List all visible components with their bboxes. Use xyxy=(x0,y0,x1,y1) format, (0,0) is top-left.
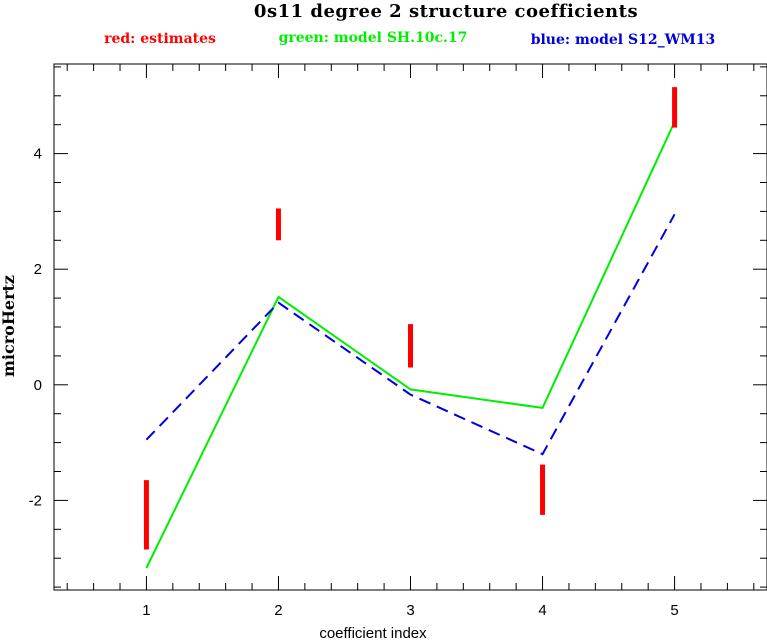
y-tick-label: 4 xyxy=(34,146,42,163)
y-tick-label: 2 xyxy=(34,261,42,278)
y-tick-label: -2 xyxy=(29,492,42,509)
x-tick-label: 3 xyxy=(406,602,414,619)
legend-green-model: green: model SH.10c.17 xyxy=(279,30,468,46)
x-axis-label: coefficient index xyxy=(319,625,427,641)
x-tick-label: 4 xyxy=(538,602,546,619)
chart-title: 0s11 degree 2 structure coefficients xyxy=(254,1,638,22)
series-line-2 xyxy=(145,213,676,456)
estimates-layer xyxy=(143,87,678,550)
y-axis-ticks: -2 0 2 4 xyxy=(29,66,767,588)
y-tick-label: 0 xyxy=(34,377,42,394)
x-tick-label: 2 xyxy=(274,602,282,619)
series-line-1 xyxy=(145,121,676,569)
series-layer xyxy=(145,121,676,569)
x-tick-label: 5 xyxy=(670,602,678,619)
x-axis-ticks: 1 2 3 4 5 xyxy=(66,64,755,619)
y-axis-label: microHertz xyxy=(0,275,18,377)
legend-estimates: red: estimates xyxy=(104,31,216,47)
legend-blue-model: blue: model S12_WM13 xyxy=(531,32,716,48)
x-tick-label: 1 xyxy=(142,602,150,619)
